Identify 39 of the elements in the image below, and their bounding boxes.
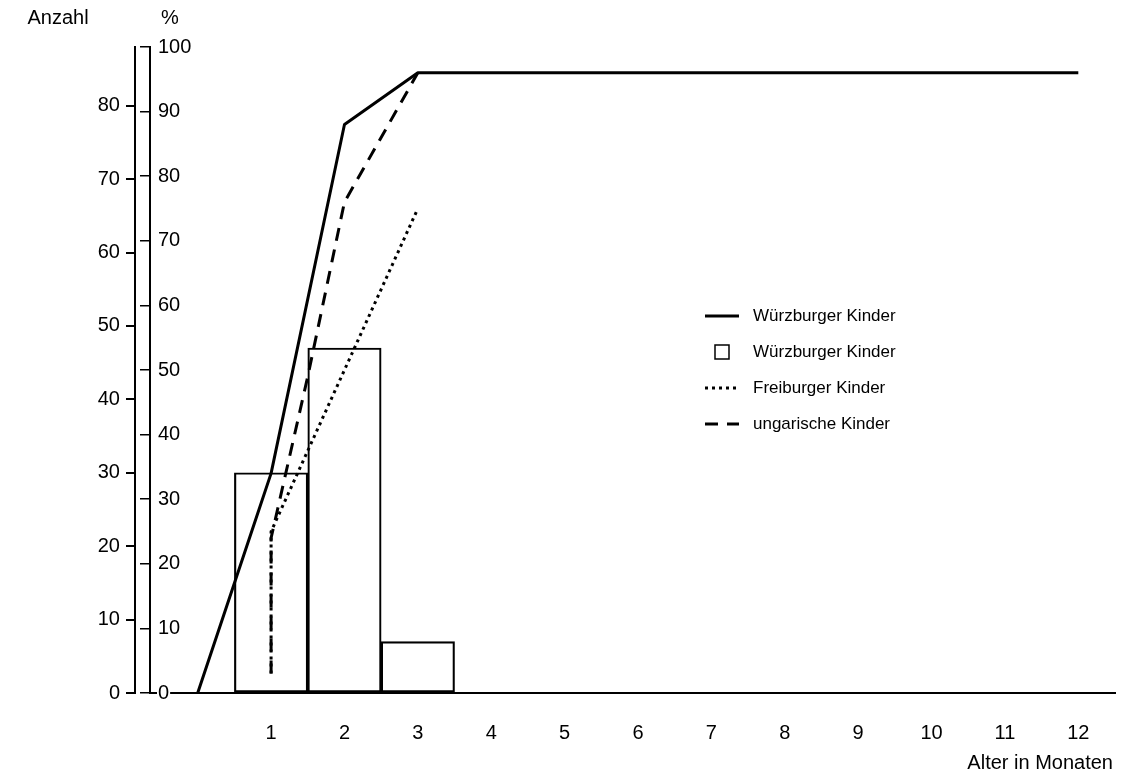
y2-tick-label: 10 (158, 615, 181, 638)
legend-label: Würzburger Kinder (753, 341, 896, 361)
y2-tick-label: 0 (158, 680, 170, 703)
y2-tick-label: 90 (158, 99, 181, 122)
y2-tick-label: 40 (158, 422, 181, 445)
y2-tick-label: 60 (158, 292, 181, 315)
y-tick-label: 0 (108, 680, 120, 703)
y-tick-label: 70 (97, 166, 120, 189)
x-tick-label: 2 (338, 720, 351, 743)
x-tick-label: 12 (1067, 720, 1090, 743)
legend-label: Würzburger Kinder (753, 305, 896, 325)
y2-axis-title: % (161, 5, 180, 28)
x-tick-label: 9 (852, 720, 864, 743)
y-tick-label: 60 (97, 240, 120, 263)
y2-tick-label: 70 (158, 228, 181, 251)
x-tick-label: 3 (412, 720, 424, 743)
x-tick-label: 11 (994, 720, 1016, 743)
legend-label: Freiburger Kinder (753, 377, 886, 397)
y2-tick-label: 80 (158, 163, 181, 186)
y-axis-title: Anzahl (27, 5, 89, 28)
x-tick-label: 1 (265, 720, 277, 743)
x-tick-label: 6 (632, 720, 644, 743)
y-tick-label: 50 (97, 313, 120, 336)
legend-label: ungarische Kinder (753, 413, 891, 433)
y-tick-label: 10 (97, 607, 120, 630)
y-tick-label: 20 (97, 533, 120, 556)
x-axis-title: Alter in Monaten (967, 750, 1113, 773)
y2-tick-label: 100 (158, 34, 192, 57)
y-tick-label: 40 (97, 386, 120, 409)
y2-tick-label: 50 (158, 357, 181, 380)
y-tick-label: 80 (97, 93, 120, 116)
x-tick-label: 10 (920, 720, 943, 743)
x-tick-label: 7 (705, 720, 717, 743)
x-tick-label: 4 (485, 720, 497, 743)
y2-tick-label: 20 (158, 551, 181, 574)
x-tick-label: 5 (559, 720, 571, 743)
y2-tick-label: 30 (158, 486, 181, 509)
y-tick-label: 30 (97, 460, 120, 483)
x-tick-label: 8 (779, 720, 791, 743)
